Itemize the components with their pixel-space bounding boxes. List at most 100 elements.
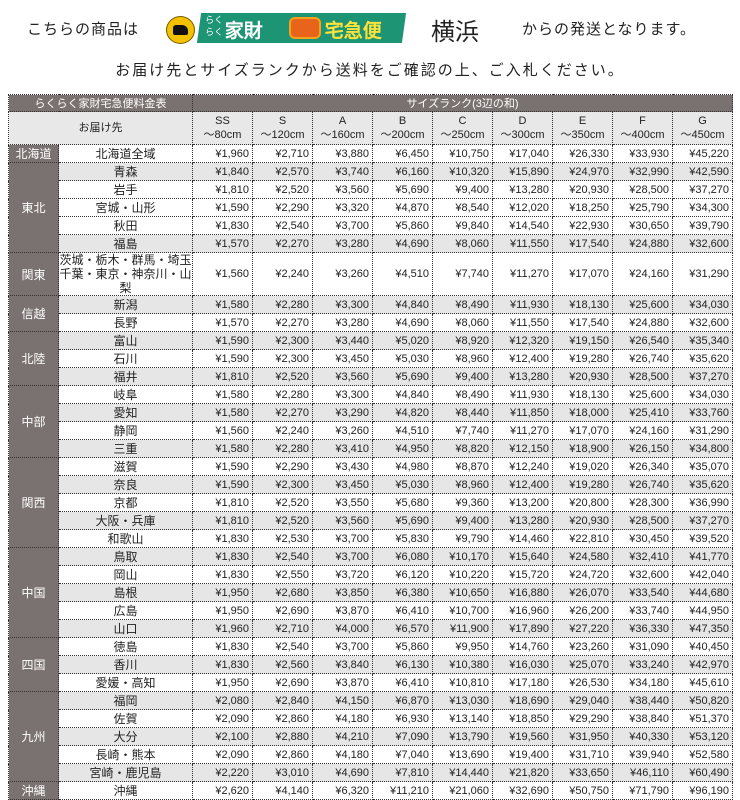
region-label: 信越	[8, 295, 59, 332]
price-cell: ¥24,580	[552, 547, 613, 566]
price-cell: ¥29,040	[552, 691, 613, 710]
price-cell: ¥1,960	[192, 144, 253, 163]
table-row: 広島 ¥1,950 ¥2,690 ¥3,870 ¥6,410 ¥10,700 ¥16,960…	[9, 601, 733, 620]
price-cell: ¥3,260	[312, 421, 373, 440]
table-row: 愛知 ¥1,580 ¥2,270 ¥3,290 ¥4,820 ¥8,440 ¥11,850 ¥…	[9, 403, 733, 422]
table-row: 和歌山 ¥1,830 ¥2,530 ¥3,700 ¥5,830 ¥9,790 ¥14,460…	[9, 529, 733, 548]
region-label: 東北	[8, 162, 59, 253]
price-cell: ¥21,060	[432, 781, 493, 800]
price-cell: ¥10,650	[432, 583, 493, 602]
region-label: 関西	[8, 457, 59, 548]
price-cell: ¥20,930	[552, 367, 613, 386]
price-cell: ¥1,590	[192, 457, 253, 476]
price-cell: ¥8,960	[432, 475, 493, 494]
price-cell: ¥16,960	[492, 601, 553, 620]
destination: 福岡	[58, 691, 193, 710]
price-cell: ¥1,950	[192, 673, 253, 692]
price-cell: ¥19,280	[552, 349, 613, 368]
destination: 秋田	[58, 216, 193, 235]
price-cell: ¥2,300	[252, 349, 313, 368]
price-cell: ¥3,290	[312, 403, 373, 422]
price-cell: ¥26,200	[552, 601, 613, 620]
price-cell: ¥9,400	[432, 367, 493, 386]
destination: 和歌山	[58, 529, 193, 548]
price-cell: ¥28,500	[612, 367, 673, 386]
destination: 広島	[58, 601, 193, 620]
table-row: 宮城・山形 ¥1,590 ¥2,290 ¥3,320 ¥4,870 ¥8,540 ¥12,0…	[9, 198, 733, 217]
price-cell: ¥3,440	[312, 331, 373, 350]
price-cell: ¥2,100	[192, 727, 253, 746]
price-cell: ¥32,990	[612, 162, 673, 181]
table-row: 沖縄 沖縄 ¥2,620 ¥4,140 ¥6,320 ¥11,210 ¥21,060 ¥32,…	[8, 781, 733, 800]
price-cell: ¥26,150	[612, 439, 673, 458]
price-cell: ¥4,690	[312, 763, 373, 782]
price-cell: ¥8,920	[432, 331, 493, 350]
price-cell: ¥4,140	[252, 781, 313, 800]
destination: 静岡	[58, 421, 193, 440]
price-cell: ¥4,820	[372, 403, 433, 422]
price-cell: ¥3,010	[252, 763, 313, 782]
price-cell: ¥1,810	[192, 367, 253, 386]
table-row: 香川 ¥1,830 ¥2,560 ¥3,840 ¥6,130 ¥10,380 ¥16,030…	[9, 655, 733, 674]
price-cell: ¥12,240	[492, 457, 553, 476]
price-cell: ¥11,900	[432, 619, 493, 638]
price-cell: ¥2,530	[252, 529, 313, 548]
price-cell: ¥11,270	[492, 252, 553, 296]
price-cell: ¥2,240	[252, 252, 313, 296]
price-cell: ¥4,690	[372, 234, 433, 253]
price-cell: ¥2,540	[252, 216, 313, 235]
size-range: ～450cm	[680, 129, 725, 141]
price-cell: ¥2,540	[252, 637, 313, 656]
size-range: ～160cm	[320, 129, 365, 141]
price-cell: ¥2,690	[252, 601, 313, 620]
price-cell: ¥2,280	[252, 295, 313, 314]
price-cell: ¥2,290	[252, 457, 313, 476]
price-cell: ¥20,800	[552, 493, 613, 512]
price-cell: ¥2,300	[252, 475, 313, 494]
price-cell: ¥25,600	[612, 385, 673, 404]
table-row: 宮崎・鹿児島 ¥2,220 ¥3,010 ¥4,690 ¥7,810 ¥14,440 ¥21…	[9, 763, 733, 782]
size-range: ～200cm	[380, 129, 425, 141]
size-rank: A	[338, 115, 347, 127]
price-cell: ¥34,800	[672, 439, 733, 458]
price-cell: ¥17,890	[492, 619, 553, 638]
price-cell: ¥13,280	[492, 180, 553, 199]
table-row: 信越 新潟 ¥1,580 ¥2,280 ¥3,300 ¥4,840 ¥8,490 ¥11,93…	[8, 295, 733, 332]
size-column-header: F ～400cm	[612, 111, 673, 145]
price-cell: ¥8,490	[432, 385, 493, 404]
price-cell: ¥15,720	[492, 565, 553, 584]
destination: 富山	[58, 331, 193, 350]
price-cell: ¥36,330	[612, 619, 673, 638]
destination: 奈良	[58, 475, 193, 494]
price-cell: ¥35,070	[672, 457, 733, 476]
price-cell: ¥10,170	[432, 547, 493, 566]
price-cell: ¥14,760	[492, 637, 553, 656]
price-cell: ¥39,790	[672, 216, 733, 235]
price-cell: ¥5,690	[372, 511, 433, 530]
price-cell: ¥9,360	[432, 493, 493, 512]
price-cell: ¥35,620	[672, 475, 733, 494]
price-cell: ¥13,280	[492, 367, 553, 386]
price-cell: ¥3,560	[312, 180, 373, 199]
price-cell: ¥6,870	[372, 691, 433, 710]
price-cell: ¥24,880	[612, 313, 673, 332]
price-cell: ¥5,020	[372, 331, 433, 350]
price-cell: ¥53,120	[672, 727, 733, 746]
price-cell: ¥12,400	[492, 475, 553, 494]
price-cell: ¥8,060	[432, 313, 493, 332]
price-cell: ¥30,450	[612, 529, 673, 548]
price-cell: ¥2,280	[252, 385, 313, 404]
price-cell: ¥3,880	[312, 144, 373, 163]
size-column-header: C ～250cm	[432, 111, 493, 145]
price-cell: ¥8,060	[432, 234, 493, 253]
price-cell: ¥6,930	[372, 709, 433, 728]
price-cell: ¥1,570	[192, 313, 253, 332]
destination: 長崎・熊本	[58, 745, 193, 764]
price-cell: ¥32,600	[672, 313, 733, 332]
price-cell: ¥4,950	[372, 439, 433, 458]
price-cell: ¥12,320	[492, 331, 553, 350]
price-cell: ¥17,070	[552, 421, 613, 440]
price-cell: ¥3,870	[312, 601, 373, 620]
price-cell: ¥9,840	[432, 216, 493, 235]
price-cell: ¥24,160	[612, 252, 673, 296]
